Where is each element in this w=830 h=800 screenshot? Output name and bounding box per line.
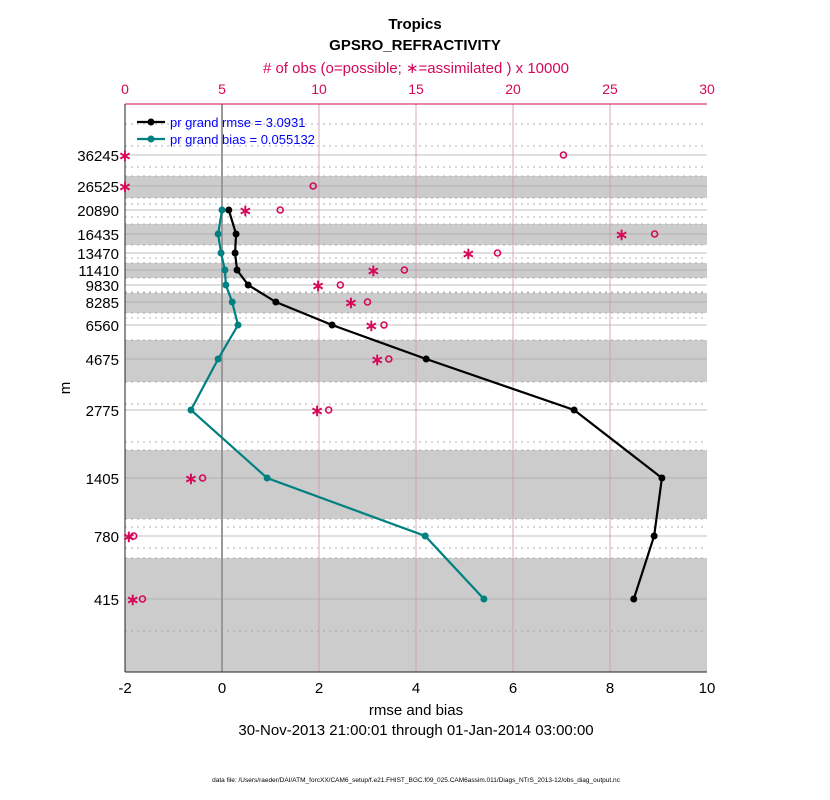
series-point-0: [422, 355, 430, 363]
obs-possible-marker: [380, 321, 388, 329]
series-point-1: [214, 230, 222, 238]
legend-marker-0: [147, 118, 155, 126]
obs-possible-marker: [198, 474, 207, 482]
legend-marker-1: [147, 135, 155, 143]
x-tick-label: -2: [118, 680, 131, 697]
obs-possible-marker: [363, 298, 372, 306]
x-tick-label: 8: [606, 680, 614, 697]
series-point-1: [263, 474, 271, 482]
series-point-1: [218, 206, 226, 214]
series-point-0: [232, 230, 240, 238]
series-point-0: [570, 406, 578, 414]
x-tick-label: 6: [509, 680, 517, 697]
obs-possible-marker: [400, 266, 409, 274]
series-point-0: [272, 298, 280, 306]
series-point-1: [221, 266, 229, 274]
series-point-1: [421, 532, 429, 540]
chart-title: Tropics: [388, 16, 441, 33]
y-axis-label: m: [57, 382, 74, 395]
obs-possible-marker: [336, 281, 345, 289]
y-tick-label: 6560: [86, 318, 119, 335]
series-point-0: [225, 206, 233, 214]
y-tick-label: 9830: [86, 278, 119, 295]
obs-possible-marker: [138, 595, 147, 603]
obs-possible-marker: [309, 182, 317, 190]
obs-assimilated-marker: ∗: [126, 592, 139, 609]
series-point-0: [244, 281, 252, 289]
obs-possible-marker: [650, 230, 659, 238]
obs-possible-marker: [559, 151, 568, 159]
top-x-tick-label: 10: [311, 81, 327, 97]
obs-assimilated-marker: ∗: [118, 148, 131, 165]
series-point-0: [658, 474, 666, 482]
legend-label-0: pr grand rmse = 3.0931: [170, 115, 306, 130]
x-tick-label: 2: [315, 680, 323, 697]
series-point-1: [480, 595, 488, 603]
x-tick-label: 0: [218, 680, 226, 697]
obs-possible-marker: [276, 206, 285, 214]
y-tick-label: 26525: [77, 179, 119, 196]
series-point-0: [630, 595, 638, 603]
obs-assimilated-marker: ∗: [370, 352, 383, 369]
y-tick-label: 780: [94, 529, 119, 546]
x-tick-label: 4: [412, 680, 420, 697]
obs-possible-marker: [324, 406, 333, 414]
top-x-tick-label: 30: [699, 81, 715, 97]
series-point-1: [217, 249, 225, 257]
series-point-1: [187, 406, 195, 414]
y-tick-label: 2775: [86, 403, 119, 420]
series-point-0: [233, 266, 241, 274]
y-tick-label: 16435: [77, 227, 119, 244]
y-tick-label: 20890: [77, 203, 119, 220]
obs-assimilated-marker: ∗: [365, 318, 378, 335]
series-point-1: [214, 355, 222, 363]
y-tick-label: 11410: [78, 263, 119, 280]
data-file-footnote: data file: /Users/raeder/DAI/ATM_forcXX/…: [212, 777, 621, 784]
obs-assimilated-marker: ∗: [310, 403, 323, 420]
legend-label-1: pr grand bias = 0.055132: [170, 132, 315, 147]
series-point-0: [650, 532, 658, 540]
obs-assimilated-marker: ∗: [462, 246, 475, 263]
obs-assimilated-marker: ∗: [118, 179, 131, 196]
chart-subtitle: GPSRO_REFRACTIVITY: [329, 37, 501, 54]
obs-assimilated-marker: ∗: [615, 227, 628, 244]
obs-possible-marker: [385, 355, 393, 363]
y-tick-label: 13470: [77, 246, 119, 263]
top-x-tick-label: 0: [121, 81, 129, 97]
y-tick-label: 8285: [86, 295, 119, 312]
series-point-0: [231, 249, 239, 257]
date-range: 30-Nov-2013 21:00:01 through 01-Jan-2014…: [238, 722, 593, 739]
obs-assimilated-marker: ∗: [344, 295, 357, 312]
series-point-1: [222, 281, 230, 289]
obs-assimilated-marker: ∗: [184, 471, 197, 488]
series-point-1: [228, 298, 236, 306]
obs-possible-marker: [129, 532, 138, 540]
y-tick-label: 1405: [86, 471, 119, 488]
top-x-tick-label: 15: [408, 81, 424, 97]
y-tick-label: 4675: [86, 352, 119, 369]
top-x-tick-label: 20: [505, 81, 521, 97]
series-point-1: [234, 321, 242, 329]
top-axis-label: # of obs (o=possible; ∗=assimilated ) x …: [263, 60, 569, 77]
y-tick-label: 415: [94, 592, 119, 609]
x-axis-label: rmse and bias: [369, 702, 463, 719]
top-x-tick-label: 25: [602, 81, 618, 97]
y-tick-label: 36245: [77, 148, 119, 165]
top-x-tick-label: 5: [218, 81, 226, 97]
x-tick-label: 10: [699, 680, 716, 697]
obs-assimilated-marker: ∗: [311, 278, 324, 295]
obs-possible-marker: [493, 249, 502, 257]
series-point-0: [328, 321, 336, 329]
obs-assimilated-marker: ∗: [367, 263, 380, 280]
obs-assimilated-marker: ∗: [122, 529, 135, 546]
obs-assimilated-marker: ∗: [239, 203, 252, 220]
